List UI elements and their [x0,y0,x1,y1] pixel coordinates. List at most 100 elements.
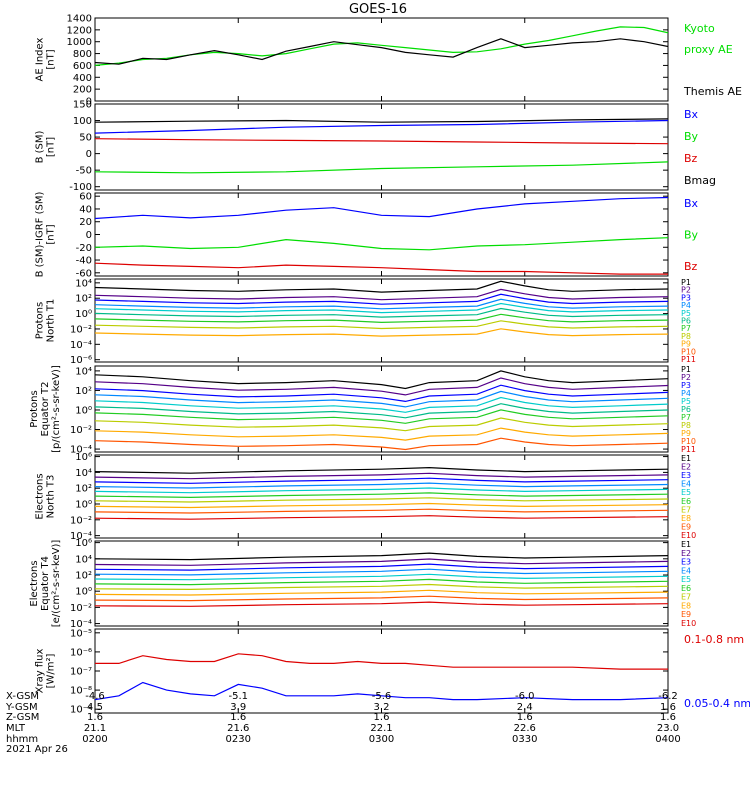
series-line [95,487,668,494]
legend-item: E3 [681,471,691,480]
orbit-values: -4.6 -5.1 -5.6 -6.0 -6.24.5 3.9 3.2 2.4 1.61.6 1.… [82,691,680,745]
orbit-value: 23.0 [657,723,679,734]
legend-item: Bz [684,152,698,165]
orbit-value: 1.6 [660,702,676,713]
chart-title: GOES-16 [349,2,407,17]
legend-item: P7 [681,324,691,333]
series-group [95,118,668,174]
series-line [95,313,668,324]
series-line [95,302,668,314]
legend-item: E2 [681,463,691,472]
legend-item: E6 [681,497,691,506]
y-axis-label: AE Index [35,37,46,81]
panel-4: 10⁻⁶ 10⁻⁴ 10⁻² 10⁰ 10² 10⁴ Protons North T1 P1P2… [35,278,697,366]
orbit-value: -5.1 [228,691,248,702]
series-line [95,119,668,134]
y-axis-label: Protons [35,302,46,339]
legend-item: P11 [681,445,696,454]
legend-item: E5 [681,488,691,497]
legend-item: P4 [681,301,691,310]
series-line [95,328,668,337]
panel-frame [94,192,669,277]
y-tick-label: 10⁻² [70,324,92,335]
y-axis-label: [nT] [46,49,57,69]
series-line [95,466,668,474]
series-group [95,280,668,337]
legend-item: E8 [681,514,691,523]
legend-item: E4 [681,480,691,489]
series-line [95,601,668,607]
y-tick-label: 600 [73,61,92,72]
legend-item: Bx [684,197,699,210]
series-line [95,377,668,396]
y-tick-label: 50 [79,133,92,144]
y-tick-label: 10⁻⁶ [70,355,92,366]
y-tick-label: 200 [73,85,92,96]
y-axis-label: Equator T4 [40,556,51,611]
series-line [95,26,668,66]
legend-item: P5 [681,397,691,406]
y-tick-label: 10² [75,571,92,582]
legend-item: P3 [681,381,691,390]
orbit-value: -5.6 [372,691,392,702]
orbit-value: -4.6 [85,691,105,702]
y-tick-label: 150 [73,100,92,111]
legend-item: E5 [681,575,691,584]
y-tick-label: 10⁴ [75,366,92,377]
orbit-value: 0300 [369,734,394,745]
orbit-value: 1.6 [517,712,533,723]
legend-item: E3 [681,558,691,567]
y-tick-label: 10² [75,294,92,305]
legend-item: P10 [681,437,696,446]
series-line [95,472,668,480]
legend-item: P1 [681,365,691,374]
orbit-value: 1.6 [374,712,390,723]
legend-item: E8 [681,601,691,610]
y-tick-label: 400 [73,73,92,84]
orbit-value: 0330 [512,734,537,745]
legend-item: P8 [681,332,691,341]
legend-item: 0.05-0.4 nm [684,697,750,710]
series-line [95,492,668,499]
legend-item: P2 [681,286,691,295]
orbit-value: 0400 [655,734,680,745]
orbit-value: 3.2 [374,702,390,713]
orbit-value: 4.5 [87,702,103,713]
series-group [95,370,668,451]
series-line [95,390,668,408]
orbit-date: 2021 Apr 26 [6,744,68,755]
series-line [95,558,668,566]
y-tick-label: 0 [86,230,92,241]
orbit-row-label-zgsm: Z-GSM [6,712,39,723]
y-axis-label: [p/(cm²-s-sr-keV)] [51,365,62,453]
y-axis-label: Electrons [35,473,46,519]
y-tick-label: 10⁴ [75,468,92,479]
y-tick-label: 10⁰ [75,405,92,416]
y-tick-label: -60 [76,268,92,279]
legend-item: P8 [681,421,691,430]
orbit-value: 1.6 [87,712,103,723]
legend-item: E6 [681,584,691,593]
y-tick-label: 10⁻⁴ [70,531,92,542]
series-line [95,482,668,489]
orbit-row-label-ygsm: Y-GSM [5,702,38,713]
y-tick-label: 60 [79,192,92,203]
series-line [95,583,668,591]
series-line [95,196,668,220]
series-line [95,497,668,503]
orbit-row-label-xgsm: X-GSM [6,691,39,702]
legend-item: Bmag [684,174,716,187]
y-tick-label: 10⁻⁴ [70,619,92,630]
y-tick-label: 40 [79,204,92,215]
y-tick-label: 10⁶ [75,538,92,549]
legend-item: P6 [681,317,691,326]
panel-frame [94,103,669,191]
panel-2: -100 -50 0 50 100 150 B (SM) [nT] Bx By Bz Bmag [35,100,717,194]
y-axis-label: [nT] [46,224,57,244]
y-tick-label: 100 [73,116,92,127]
y-tick-label: -40 [76,256,92,267]
series-line [95,396,668,413]
orbit-row-label-hhmm: hhmm [6,734,38,745]
